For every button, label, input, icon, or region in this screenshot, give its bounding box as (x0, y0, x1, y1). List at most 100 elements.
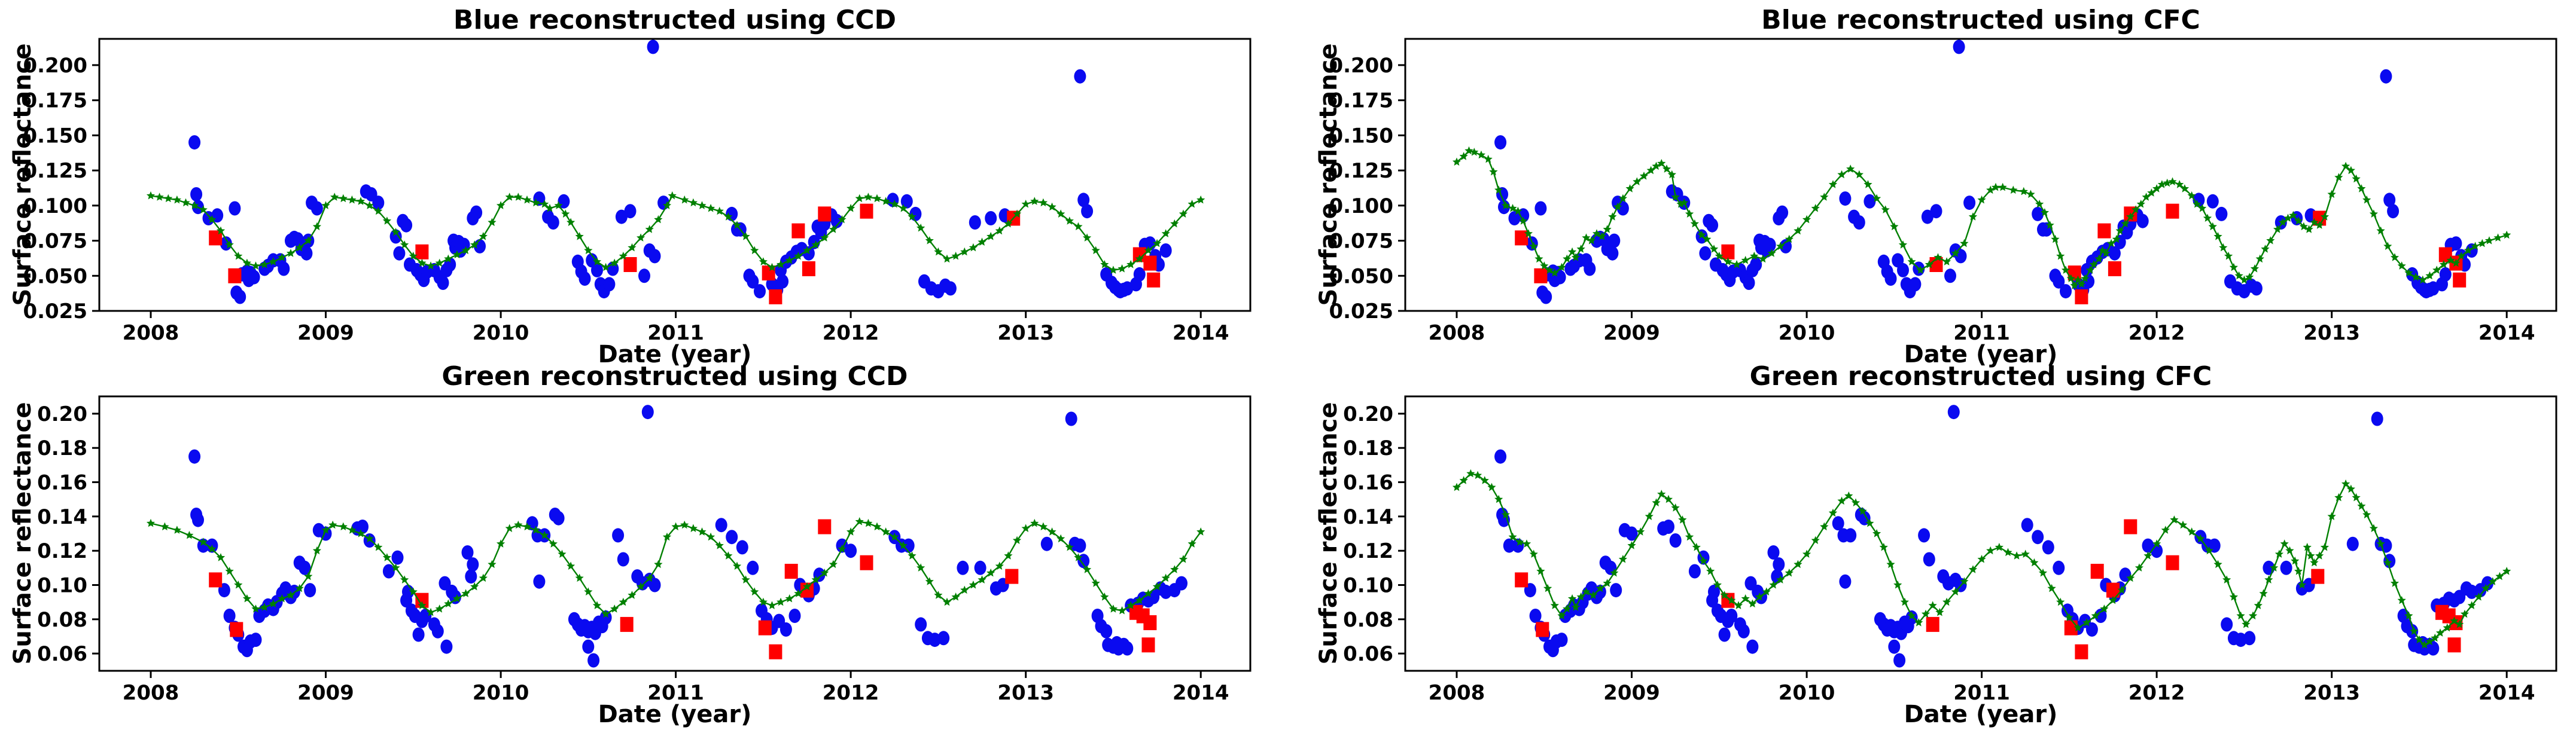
y-tick-label: 0.075 (23, 230, 87, 254)
curve-star-markers (1452, 146, 2511, 289)
x-tick-label: 2013 (997, 681, 1054, 705)
x-tick-label: 2013 (2303, 321, 2360, 345)
y-tick-label: 0.200 (23, 54, 87, 78)
x-tick-label: 2012 (823, 681, 879, 705)
x-tick-label: 2014 (2478, 321, 2535, 345)
y-axis-label-blue-cfc: Surface reflectance (1315, 43, 1342, 306)
y-tick-label: 0.08 (37, 608, 87, 632)
x-tick-label: 2008 (123, 681, 179, 705)
y-tick-label: 0.12 (37, 539, 87, 563)
field-scatter (209, 203, 1161, 304)
x-axis-label-blue-ccd: Date (year) (598, 341, 752, 368)
x-tick-label: 2012 (2129, 681, 2185, 705)
x-tick-label: 2010 (1779, 681, 1835, 705)
y-tick-label: 0.075 (1329, 230, 1393, 254)
title-blue-ccd: Blue reconstructed using CCD (453, 5, 897, 35)
x-axis-ticks: 2008 2009 2010 2011 2012 2013 2014 (123, 671, 1229, 705)
y-tick-label: 0.20 (37, 402, 87, 426)
x-tick-label: 2013 (997, 321, 1054, 345)
y-tick-label: 0.050 (1329, 264, 1393, 288)
y-tick-label: 0.10 (1343, 574, 1393, 598)
x-tick-label: 2012 (823, 321, 879, 345)
y-tick-label: 0.14 (1343, 505, 1393, 529)
y-axis-label-green-cfc: Surface reflectance (1315, 402, 1342, 665)
y-axis-ticks: 0.06 0.08 0.10 0.12 0.14 0.16 0.18 0.20 (1343, 402, 1405, 666)
x-tick-label: 2009 (297, 681, 354, 705)
y-axis-label-blue-ccd: Surface reflectance (9, 43, 36, 306)
y-tick-label: 0.18 (1343, 436, 1393, 460)
x-tick-label: 2013 (2303, 681, 2360, 705)
y-tick-label: 0.100 (23, 194, 87, 218)
x-tick-label: 2011 (647, 321, 704, 345)
x-tick-label: 2010 (1779, 321, 1835, 345)
subplot-blue-ccd: 2008 2009 2010 2011 2012 2013 20140.0250.0500.… (23, 38, 1252, 345)
y-tick-label: 0.025 (23, 300, 87, 323)
y-axis-ticks: 0.025 0.050 0.075 0.100 0.125 0.150 0.175 0.200 (1329, 54, 1405, 323)
x-tick-label: 2009 (1603, 681, 1660, 705)
axes-frame (1404, 395, 2557, 672)
y-axis-ticks: 0.025 0.050 0.075 0.100 0.125 0.150 0.175 0.200 (23, 54, 99, 323)
y-tick-label: 0.100 (1329, 194, 1393, 218)
observed-scatter (188, 39, 1172, 304)
y-tick-label: 0.150 (23, 124, 87, 148)
x-axis-ticks: 2008 2009 2010 2011 2012 2013 2014 (1429, 311, 2535, 345)
reconstructed-curve (146, 517, 1205, 618)
subplot-green-ccd: 2008 2009 2010 2011 2012 2013 2014 0.06 0.08 0.10… (37, 395, 1252, 705)
x-tick-label: 2014 (2478, 681, 2535, 705)
title-green-ccd: Green reconstructed using CCD (441, 361, 908, 392)
y-tick-label: 0.20 (1343, 402, 1393, 426)
x-tick-label: 2011 (1953, 321, 2010, 345)
x-tick-label: 2008 (123, 321, 179, 345)
y-axis-ticks: 0.06 0.08 0.10 0.12 0.14 0.16 0.18 0.20 (37, 402, 99, 666)
y-tick-label: 0.025 (1329, 300, 1393, 323)
axes-frame (1404, 38, 2557, 312)
y-tick-label: 0.10 (37, 574, 87, 598)
x-tick-label: 2014 (1173, 321, 1229, 345)
x-axis-ticks: 2008 2009 2010 2011 2012 2013 2014 (123, 311, 1229, 345)
x-tick-label: 2009 (1603, 321, 1660, 345)
y-tick-label: 0.16 (1343, 471, 1393, 495)
x-tick-label: 2008 (1429, 681, 1485, 705)
curve-star-markers (146, 517, 1205, 618)
subplot-green-cfc: 2008 2009 2010 2011 2012 2013 2014 0.06 0.08 0.10… (1343, 395, 2557, 705)
field-scatter (209, 519, 1157, 659)
y-tick-label: 0.06 (37, 642, 87, 666)
x-tick-label: 2014 (1173, 681, 1229, 705)
y-tick-label: 0.175 (1329, 89, 1393, 113)
x-tick-label: 2011 (647, 681, 704, 705)
curve-star-markers (1452, 469, 2511, 649)
axes-frame (98, 395, 1252, 672)
y-tick-label: 0.18 (37, 436, 87, 460)
reconstructed-curve (146, 191, 1205, 274)
y-tick-label: 0.200 (1329, 54, 1393, 78)
x-axis-label-blue-cfc: Date (year) (1904, 341, 2058, 368)
observed-scatter (1494, 405, 2493, 668)
y-tick-label: 0.050 (23, 264, 87, 288)
y-tick-label: 0.175 (23, 89, 87, 113)
subplot-blue-cfc: 2008 2009 2010 2011 2012 2013 20140.0250.0500.… (1329, 38, 2557, 345)
x-tick-label: 2009 (297, 321, 354, 345)
x-tick-label: 2011 (1953, 681, 2010, 705)
x-tick-label: 2008 (1429, 321, 1485, 345)
reconstructed-curve (1452, 146, 2511, 289)
x-tick-label: 2012 (2129, 321, 2185, 345)
y-axis-label-green-ccd: Surface reflectance (9, 402, 36, 665)
y-tick-label: 0.125 (23, 159, 87, 183)
observed-scatter (1494, 39, 2478, 304)
y-tick-label: 0.16 (37, 471, 87, 495)
x-axis-label-green-ccd: Date (year) (598, 701, 752, 728)
reconstructed-curve (1452, 469, 2511, 649)
axes-frame (98, 38, 1252, 312)
field-scatter (1515, 519, 2463, 659)
observed-scatter (188, 405, 1187, 668)
y-tick-label: 0.06 (1343, 642, 1393, 666)
y-tick-label: 0.14 (37, 505, 87, 529)
x-axis-label-green-cfc: Date (year) (1904, 701, 2058, 728)
x-tick-label: 2010 (473, 321, 529, 345)
title-blue-cfc: Blue reconstructed using CFC (1761, 5, 2200, 35)
y-tick-label: 0.150 (1329, 124, 1393, 148)
y-tick-label: 0.125 (1329, 159, 1393, 183)
y-tick-label: 0.12 (1343, 539, 1393, 563)
